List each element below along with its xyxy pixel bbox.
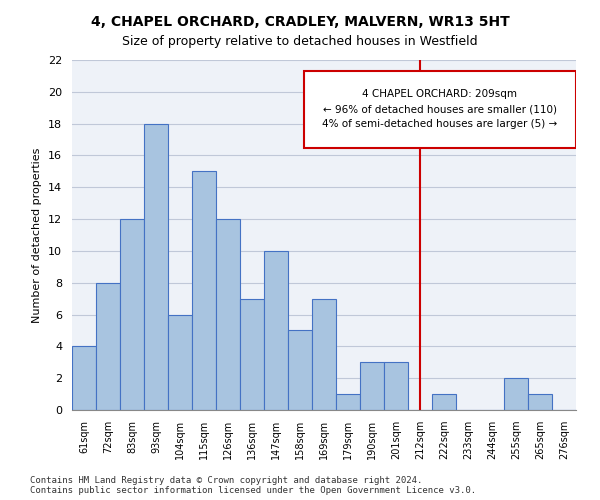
Bar (216, 219, 240, 410)
Bar (120, 219, 144, 410)
Bar (432, 394, 456, 410)
FancyBboxPatch shape (304, 70, 576, 148)
Bar (240, 298, 264, 410)
Bar (504, 378, 528, 410)
Text: Size of property relative to detached houses in Westfield: Size of property relative to detached ho… (122, 35, 478, 48)
Bar (264, 251, 288, 410)
Bar (192, 172, 216, 410)
Bar (96, 282, 120, 410)
Y-axis label: Number of detached properties: Number of detached properties (32, 148, 43, 322)
Bar (312, 298, 336, 410)
Bar (336, 394, 360, 410)
Bar (168, 314, 192, 410)
Bar (360, 362, 384, 410)
Bar (144, 124, 168, 410)
Text: Contains HM Land Registry data © Crown copyright and database right 2024.
Contai: Contains HM Land Registry data © Crown c… (30, 476, 476, 495)
Text: 4, CHAPEL ORCHARD, CRADLEY, MALVERN, WR13 5HT: 4, CHAPEL ORCHARD, CRADLEY, MALVERN, WR1… (91, 15, 509, 29)
Bar (72, 346, 96, 410)
Bar (528, 394, 552, 410)
Bar (288, 330, 312, 410)
Bar (384, 362, 408, 410)
Text: 4 CHAPEL ORCHARD: 209sqm
← 96% of detached houses are smaller (110)
4% of semi-d: 4 CHAPEL ORCHARD: 209sqm ← 96% of detach… (322, 89, 557, 129)
